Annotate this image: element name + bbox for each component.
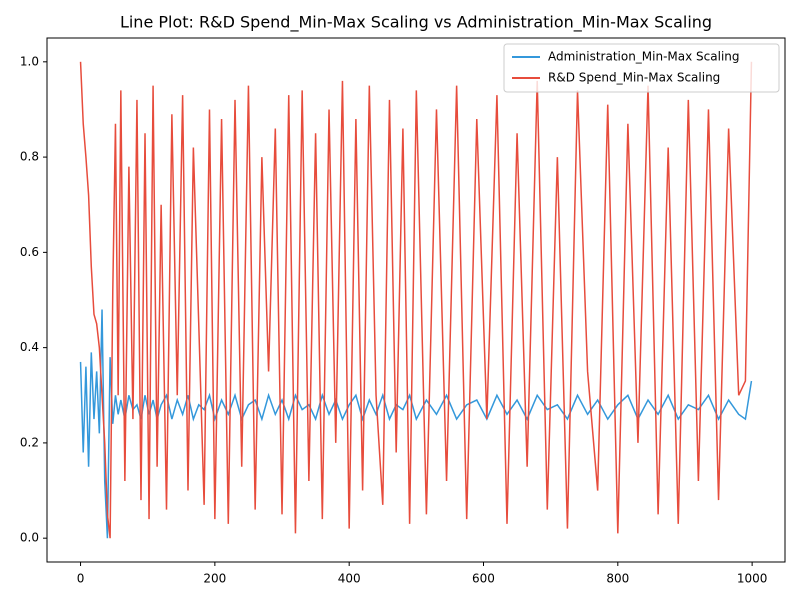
y-tick-label: 0.4 [20, 340, 39, 354]
plot-frame [46, 37, 786, 563]
x-tick-label: 1000 [737, 572, 768, 586]
series-line [79, 309, 753, 539]
y-tick-label: 0.2 [20, 435, 39, 449]
y-tick-label: 0.6 [20, 245, 39, 259]
legend-label: Administration_Min-Max Scaling [548, 50, 740, 64]
x-tick-label: 0 [77, 572, 85, 586]
x-tick-label: 600 [472, 572, 495, 586]
y-tick-label: 0.0 [20, 531, 39, 545]
x-tick-label: 800 [606, 572, 629, 586]
y-tick-label: 1.0 [20, 54, 39, 68]
y-tick-label: 0.8 [20, 150, 39, 164]
x-tick-label: 200 [203, 572, 226, 586]
legend-box [503, 43, 780, 93]
chart-title: Line Plot: R&D Spend_Min-Max Scaling vs … [120, 13, 712, 33]
series-line [79, 61, 753, 539]
x-tick-label: 400 [338, 572, 361, 586]
legend-label: R&D Spend_Min-Max Scaling [548, 71, 720, 85]
